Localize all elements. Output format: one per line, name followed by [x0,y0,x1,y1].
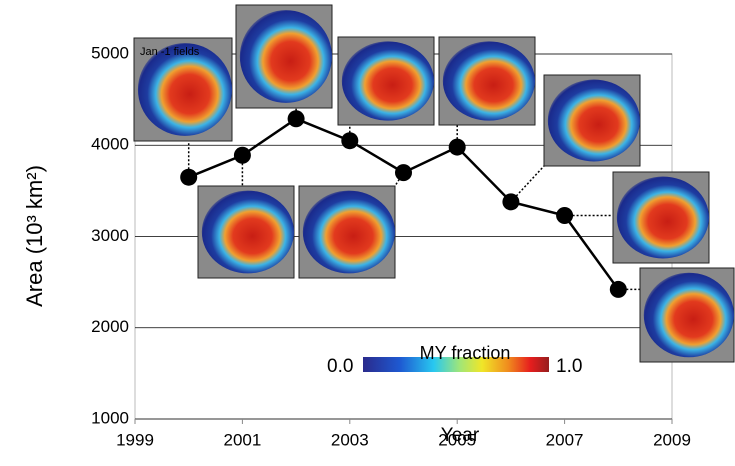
data-point [448,138,466,156]
data-point [556,207,574,225]
x-tick-label: 2001 [223,430,261,449]
y-tick-label: 5000 [91,43,129,62]
inset-ice [239,10,332,103]
y-tick-label: 3000 [91,226,129,245]
colorbar-min: 0.0 [327,356,353,377]
y-tick-label: 1000 [91,408,129,427]
connector [394,172,405,187]
colorbar-label: MY fraction [420,343,511,363]
y-tick-label: 2000 [91,317,129,336]
data-point [233,146,251,164]
data-point [502,193,520,211]
colorbar-max: 1.0 [556,356,582,377]
data-point [287,110,305,128]
colorbar [363,357,549,372]
data-point [395,164,412,182]
inset-ice [137,43,233,136]
y-tick-label: 4000 [91,135,129,154]
inset-label: Jan -1 fields [140,46,200,58]
inset-ice [616,176,709,259]
y-axis-label: Area (10³ km²) [22,165,47,307]
inset-ice [547,79,640,162]
x-tick-label: 2007 [546,430,584,449]
x-tick-label: 2003 [331,430,369,449]
data-point [180,168,198,186]
data-point [341,132,359,150]
x-tick-label: 2005 [438,430,476,449]
x-tick-label: 2009 [653,430,691,449]
x-axis-label: Year [441,425,480,446]
inset-ice [341,41,435,121]
inset-ice [442,41,535,121]
inset-ice [201,190,294,274]
data-point [609,280,627,298]
x-tick-label: 1999 [116,430,154,449]
inset-ice [302,190,396,274]
inset-ice [643,272,734,358]
